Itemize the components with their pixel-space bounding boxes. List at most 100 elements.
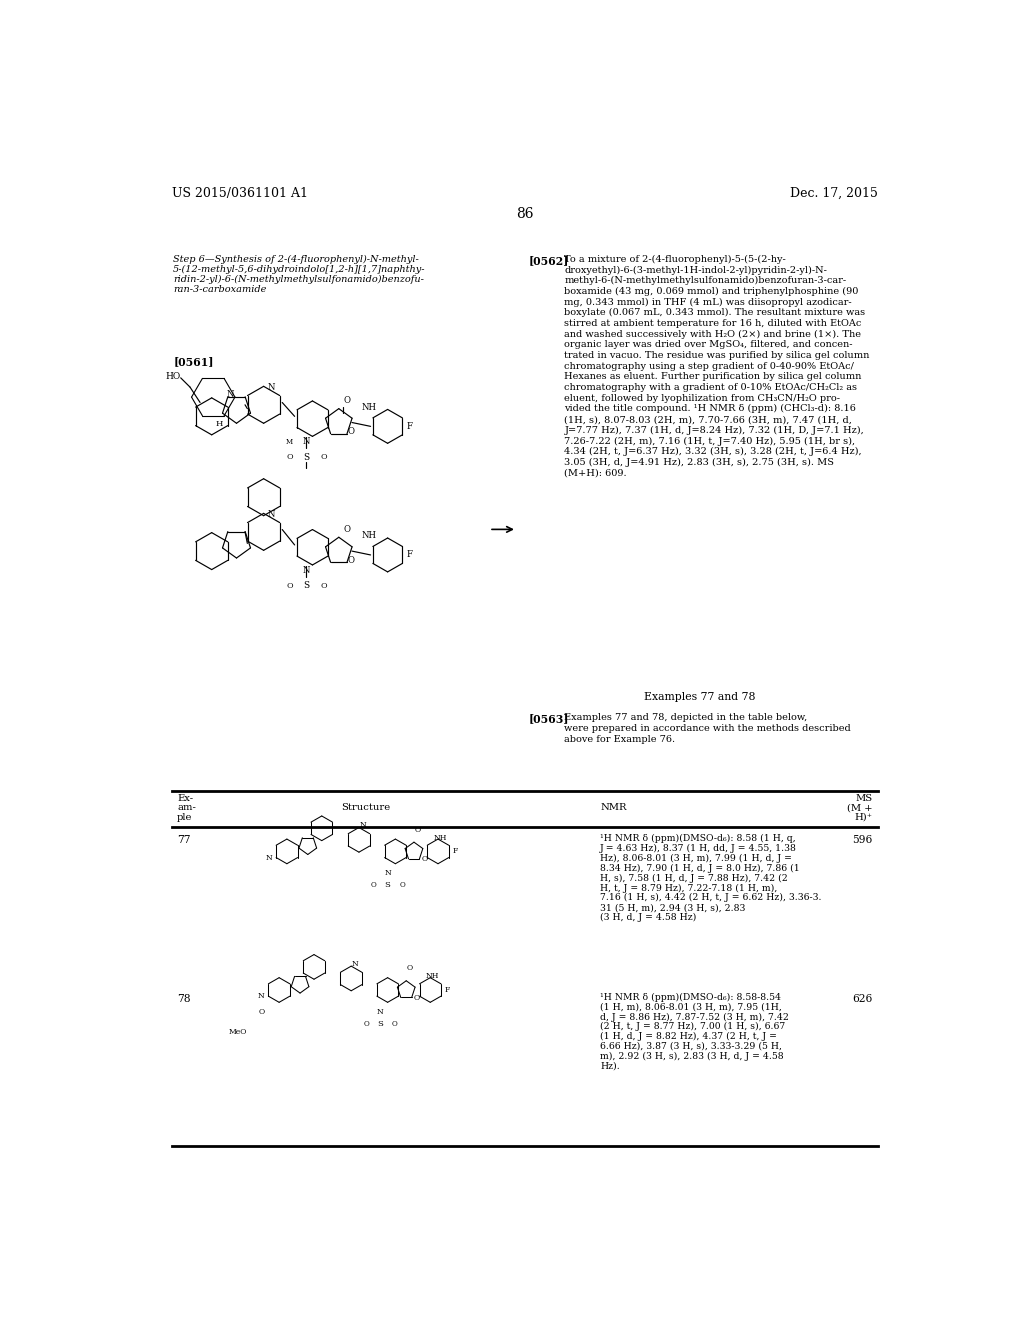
Text: J=7.77 Hz), 7.37 (1H, d, J=8.24 Hz), 7.32 (1H, D, J=7.1 Hz),: J=7.77 Hz), 7.37 (1H, d, J=8.24 Hz), 7.3… (564, 426, 864, 434)
Text: (M +: (M + (847, 804, 872, 812)
Text: O: O (371, 882, 377, 890)
Text: am-: am- (177, 804, 196, 812)
Text: O: O (258, 1008, 264, 1016)
Text: O: O (422, 855, 428, 863)
Text: ridin-2-yl)-6-(N-methylmethylsulfonamido)benzofu-: ridin-2-yl)-6-(N-methylmethylsulfonamido… (173, 276, 424, 284)
Text: MeO: MeO (228, 1028, 247, 1036)
Text: (1H, s), 8.07-8.03 (2H, m), 7.70-7.66 (3H, m), 7.47 (1H, d,: (1H, s), 8.07-8.03 (2H, m), 7.70-7.66 (3… (564, 414, 852, 424)
Text: (M+H): 609.: (M+H): 609. (564, 469, 627, 478)
Text: organic layer was dried over MgSO₄, filtered, and concen-: organic layer was dried over MgSO₄, filt… (564, 341, 853, 350)
Text: N: N (258, 993, 264, 1001)
Text: and washed successively with H₂O (2×) and brine (1×). The: and washed successively with H₂O (2×) an… (564, 330, 861, 339)
Text: H, s), 7.58 (1 H, d, J = 7.88 Hz), 7.42 (2: H, s), 7.58 (1 H, d, J = 7.88 Hz), 7.42 … (600, 874, 787, 883)
Text: (1 H, d, J = 8.82 Hz), 4.37 (2 H, t, J =: (1 H, d, J = 8.82 Hz), 4.37 (2 H, t, J = (600, 1032, 777, 1041)
Text: Hexanes as eluent. Further purification by silica gel column: Hexanes as eluent. Further purification … (564, 372, 862, 381)
Text: O: O (415, 826, 421, 834)
Text: S: S (303, 453, 309, 462)
Text: S: S (385, 882, 390, 890)
Text: O: O (414, 994, 420, 1002)
Text: ran-3-carboxamide: ran-3-carboxamide (173, 285, 266, 294)
Text: 7.16 (1 H, s), 4.42 (2 H, t, J = 6.62 Hz), 3.36-3.: 7.16 (1 H, s), 4.42 (2 H, t, J = 6.62 Hz… (600, 894, 821, 903)
Text: stirred at ambient temperature for 16 h, diluted with EtOAc: stirred at ambient temperature for 16 h,… (564, 319, 862, 327)
Text: 5-(12-methyl-5,6-dihydroindolo[1,2-h][1,7]naphthy-: 5-(12-methyl-5,6-dihydroindolo[1,2-h][1,… (173, 265, 426, 275)
Text: O: O (287, 582, 293, 590)
Text: ple: ple (177, 813, 193, 822)
Text: S: S (377, 1020, 383, 1028)
Text: N: N (377, 1007, 383, 1015)
Text: ¹H NMR δ (ppm)(DMSO-d₆): 8.58-8.54: ¹H NMR δ (ppm)(DMSO-d₆): 8.58-8.54 (600, 993, 781, 1002)
Text: chromatography using a step gradient of 0-40-90% EtOAc/: chromatography using a step gradient of … (564, 362, 854, 371)
Text: droxyethyl)-6-(3-methyl-1H-indol-2-yl)pyridin-2-yl)-N-: droxyethyl)-6-(3-methyl-1H-indol-2-yl)py… (564, 265, 827, 275)
Text: Dec. 17, 2015: Dec. 17, 2015 (791, 187, 878, 199)
Text: N: N (302, 566, 310, 574)
Text: above for Example 76.: above for Example 76. (564, 735, 676, 743)
Text: (1 H, m), 8.06-8.01 (3 H, m), 7.95 (1H,: (1 H, m), 8.06-8.01 (3 H, m), 7.95 (1H, (600, 1003, 782, 1011)
Text: 31 (5 H, m), 2.94 (3 H, s), 2.83: 31 (5 H, m), 2.94 (3 H, s), 2.83 (600, 903, 745, 912)
Text: 8.34 Hz), 7.90 (1 H, d, J = 8.0 Hz), 7.86 (1: 8.34 Hz), 7.90 (1 H, d, J = 8.0 Hz), 7.8… (600, 863, 800, 873)
Text: H)⁺: H)⁺ (854, 813, 872, 822)
Text: Step 6—Synthesis of 2-(4-fluorophenyl)-N-methyl-: Step 6—Synthesis of 2-(4-fluorophenyl)-N… (173, 255, 419, 264)
Text: H, t, J = 8.79 Hz), 7.22-7.18 (1 H, m),: H, t, J = 8.79 Hz), 7.22-7.18 (1 H, m), (600, 883, 777, 892)
Text: To a mixture of 2-(4-fluorophenyl)-5-(5-(2-hy-: To a mixture of 2-(4-fluorophenyl)-5-(5-… (564, 255, 786, 264)
Text: methyl-6-(N-methylmethylsulfonamido)benzofuran-3-car-: methyl-6-(N-methylmethylsulfonamido)benz… (564, 276, 847, 285)
Text: mg, 0.343 mmol) in THF (4 mL) was diisopropyl azodicar-: mg, 0.343 mmol) in THF (4 mL) was diisop… (564, 297, 852, 306)
Text: trated in vacuo. The residue was purified by silica gel column: trated in vacuo. The residue was purifie… (564, 351, 869, 360)
Text: MS: MS (855, 793, 872, 803)
Text: N: N (359, 821, 367, 829)
Text: Examples 77 and 78, depicted in the table below,: Examples 77 and 78, depicted in the tabl… (564, 713, 808, 722)
Text: 6.66 Hz), 3.87 (3 H, s), 3.33-3.29 (5 H,: 6.66 Hz), 3.87 (3 H, s), 3.33-3.29 (5 H, (600, 1041, 782, 1051)
Text: NH: NH (362, 531, 377, 540)
Text: [0561]: [0561] (173, 356, 214, 367)
Text: N: N (351, 960, 358, 968)
Text: 78: 78 (177, 994, 190, 1005)
Text: N: N (267, 383, 275, 392)
Text: M: M (286, 438, 293, 446)
Text: [0563]: [0563] (528, 713, 569, 725)
Text: S: S (303, 581, 309, 590)
Text: N: N (267, 511, 275, 519)
Text: (3 H, d, J = 4.58 Hz): (3 H, d, J = 4.58 Hz) (600, 913, 696, 921)
Text: 4.34 (2H, t, J=6.37 Hz), 3.32 (3H, s), 3.28 (2H, t, J=6.4 Hz),: 4.34 (2H, t, J=6.37 Hz), 3.32 (3H, s), 3… (564, 447, 862, 457)
Text: m), 2.92 (3 H, s), 2.83 (3 H, d, J = 4.58: m), 2.92 (3 H, s), 2.83 (3 H, d, J = 4.5… (600, 1052, 783, 1061)
Text: O: O (399, 882, 406, 890)
Text: Hz), 8.06-8.01 (3 H, m), 7.99 (1 H, d, J =: Hz), 8.06-8.01 (3 H, m), 7.99 (1 H, d, J… (600, 854, 793, 863)
Text: 86: 86 (516, 207, 534, 222)
Text: F: F (453, 847, 458, 855)
Text: NH: NH (426, 972, 439, 981)
Text: [0562]: [0562] (528, 255, 569, 265)
Text: O: O (407, 965, 413, 973)
Text: HO: HO (166, 372, 180, 380)
Text: Examples 77 and 78: Examples 77 and 78 (644, 692, 755, 702)
Text: 7.26-7.22 (2H, m), 7.16 (1H, t, J=7.40 Hz), 5.95 (1H, br s),: 7.26-7.22 (2H, m), 7.16 (1H, t, J=7.40 H… (564, 437, 856, 446)
Text: 77: 77 (177, 836, 190, 845)
Text: O: O (343, 396, 350, 405)
Text: O: O (348, 556, 354, 565)
Text: N: N (384, 869, 391, 876)
Text: chromatography with a gradient of 0-10% EtOAc/CH₂Cl₂ as: chromatography with a gradient of 0-10% … (564, 383, 857, 392)
Text: ¹H NMR δ (ppm)(DMSO-d₆): 8.58 (1 H, q,: ¹H NMR δ (ppm)(DMSO-d₆): 8.58 (1 H, q, (600, 834, 796, 843)
Text: F: F (407, 422, 413, 430)
Text: N: N (226, 389, 234, 399)
Text: O: O (391, 1020, 397, 1028)
Text: F: F (445, 986, 451, 994)
Text: O: O (364, 1020, 369, 1028)
Text: US 2015/0361101 A1: US 2015/0361101 A1 (172, 187, 307, 199)
Text: (2 H, t, J = 8.77 Hz), 7.00 (1 H, s), 6.67: (2 H, t, J = 8.77 Hz), 7.00 (1 H, s), 6.… (600, 1022, 785, 1031)
Text: O: O (321, 453, 327, 461)
Text: 596: 596 (852, 836, 872, 845)
Text: O: O (348, 428, 354, 436)
Text: H: H (216, 420, 223, 428)
Text: NH: NH (433, 833, 446, 842)
Text: J = 4.63 Hz), 8.37 (1 H, dd, J = 4.55, 1.38: J = 4.63 Hz), 8.37 (1 H, dd, J = 4.55, 1… (600, 843, 797, 853)
Text: d, J = 8.86 Hz), 7.87-7.52 (3 H, m), 7.42: d, J = 8.86 Hz), 7.87-7.52 (3 H, m), 7.4… (600, 1012, 790, 1022)
Text: Structure: Structure (341, 804, 391, 812)
Text: boxamide (43 mg, 0.069 mmol) and triphenylphosphine (90: boxamide (43 mg, 0.069 mmol) and triphen… (564, 286, 859, 296)
Text: 3.05 (3H, d, J=4.91 Hz), 2.83 (3H, s), 2.75 (3H, s). MS: 3.05 (3H, d, J=4.91 Hz), 2.83 (3H, s), 2… (564, 458, 835, 467)
Text: Hz).: Hz). (600, 1061, 620, 1071)
Text: 626: 626 (852, 994, 872, 1005)
Text: O: O (343, 525, 350, 535)
Text: O: O (321, 582, 327, 590)
Text: NH: NH (362, 403, 377, 412)
Text: O: O (287, 453, 293, 461)
Text: eluent, followed by lyophilization from CH₃CN/H₂O pro-: eluent, followed by lyophilization from … (564, 393, 841, 403)
